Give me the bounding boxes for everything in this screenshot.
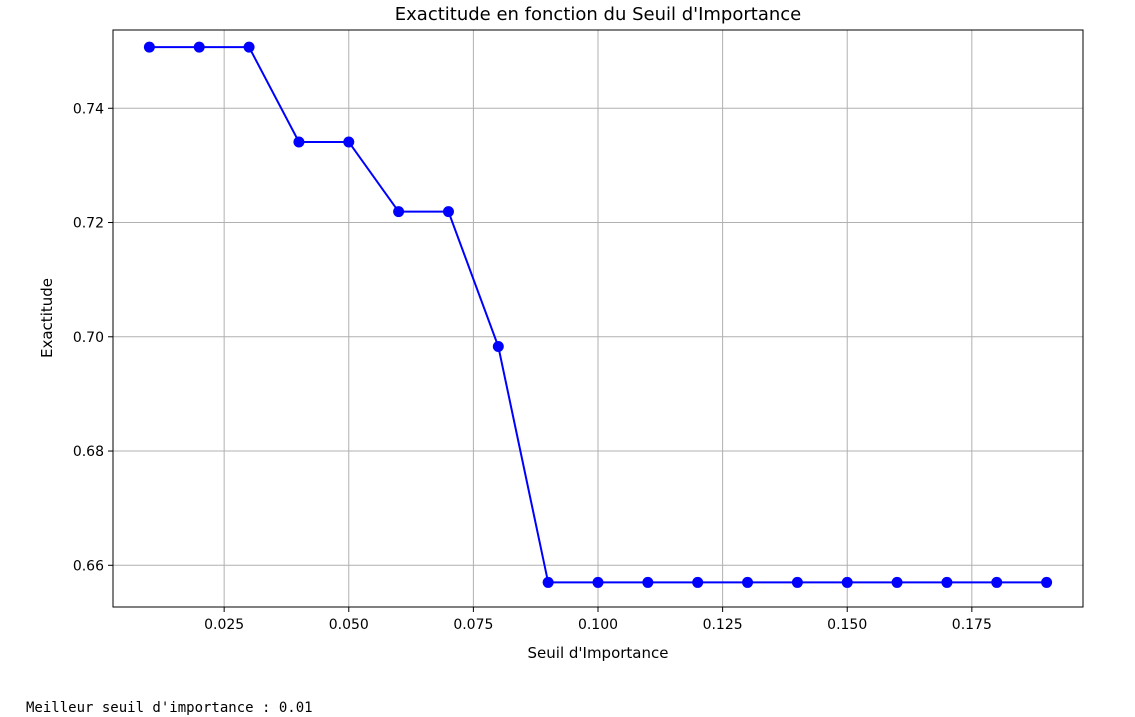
data-point <box>343 136 355 148</box>
line-chart: Exactitude en fonction du Seuil d'Import… <box>38 4 1084 662</box>
y-tick-label: 0.70 <box>73 330 104 346</box>
data-point <box>991 576 1003 588</box>
y-tick-label: 0.74 <box>73 101 104 117</box>
x-axis-label: Seuil d'Importance <box>528 644 669 662</box>
data-point <box>143 41 155 53</box>
data-point <box>791 576 803 588</box>
data-point <box>941 576 953 588</box>
data-point <box>592 576 604 588</box>
data-point <box>293 136 305 148</box>
x-tick-label: 0.025 <box>204 617 244 633</box>
x-tick-label: 0.050 <box>329 617 369 633</box>
y-tick-label: 0.66 <box>73 558 104 574</box>
y-tick-label: 0.72 <box>73 216 104 232</box>
data-point <box>193 41 205 53</box>
output-text: Meilleur seuil d'importance : 0.01 <box>26 700 313 716</box>
data-point <box>742 576 754 588</box>
x-tick-label: 0.075 <box>453 617 493 633</box>
data-point <box>642 576 654 588</box>
axis-ticks: 0.025 0.050 0.075 0.100 0.125 0.150 0.175 0.66 0… <box>73 101 992 633</box>
x-tick-label: 0.175 <box>952 617 992 633</box>
x-tick-label: 0.125 <box>703 617 743 633</box>
data-point <box>841 576 853 588</box>
x-tick-label: 0.150 <box>827 617 867 633</box>
data-point <box>243 41 255 53</box>
y-tick-label: 0.68 <box>73 444 104 460</box>
grid-lines <box>113 30 1083 607</box>
data-point <box>393 206 405 218</box>
data-point <box>442 206 454 218</box>
chart-container: Exactitude en fonction du Seuil d'Import… <box>38 4 1084 662</box>
data-series <box>143 41 1053 588</box>
data-point <box>492 340 504 352</box>
data-point <box>542 576 554 588</box>
data-point <box>1041 576 1053 588</box>
chart-title: Exactitude en fonction du Seuil d'Import… <box>395 4 801 25</box>
x-tick-label: 0.100 <box>578 617 618 633</box>
y-axis-label: Exactitude <box>38 278 56 358</box>
data-point <box>891 576 903 588</box>
data-point <box>692 576 704 588</box>
